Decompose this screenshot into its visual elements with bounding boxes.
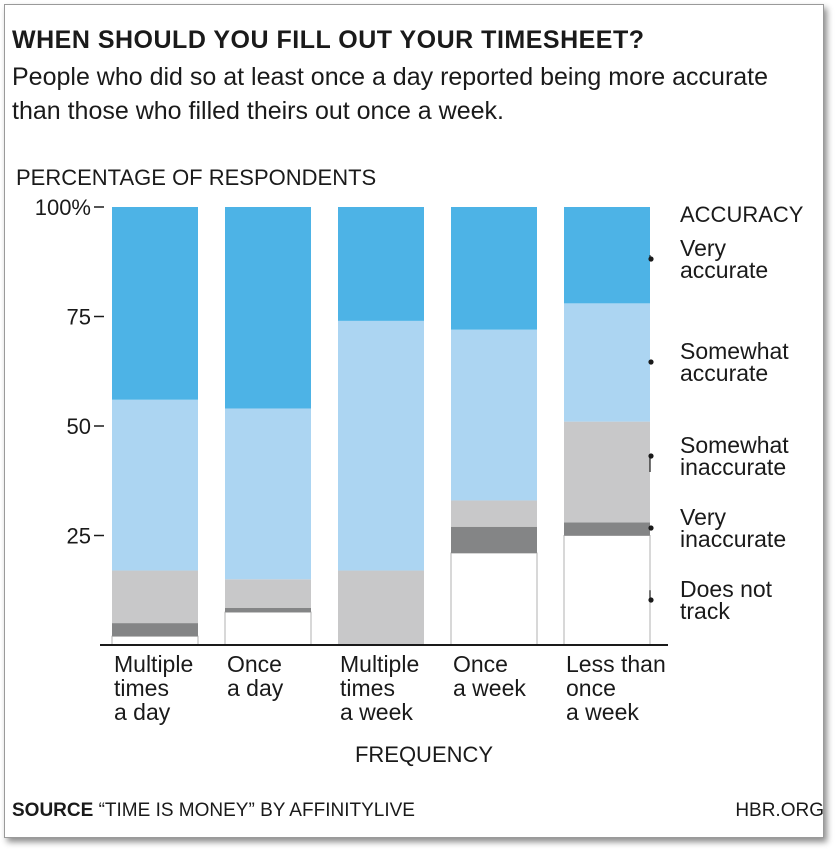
bar-segment-very-inaccurate <box>225 607 311 613</box>
source-line: SOURCE “TIME IS MONEY” BY AFFINITYLIVE <box>12 800 415 822</box>
legend-dot <box>648 525 654 531</box>
bar-segment-does-not-track <box>224 611 312 646</box>
x-axis-title: FREQUENCY <box>355 742 493 767</box>
footer: SOURCE “TIME IS MONEY” BY AFFINITYLIVE H… <box>12 800 824 822</box>
x-tick-label: Less than once a week <box>566 651 666 725</box>
bars <box>100 207 668 646</box>
bar-segment-somewhat-accurate <box>338 320 424 571</box>
y-tick-label: 25 <box>67 524 91 549</box>
legend-entry-somewhat-inaccurate: Somewhat inaccurate <box>648 432 789 480</box>
bar-segment-very-inaccurate <box>451 526 537 554</box>
y-tick-label: 50 <box>67 414 91 439</box>
x-tick-label: Once a week <box>453 651 526 701</box>
legend-dot <box>648 597 654 603</box>
bar-segment-very-accurate <box>225 207 311 409</box>
chart-title: WHEN SHOULD YOU FILL OUT YOUR TIMESHEET? <box>12 26 645 54</box>
bar-segment-very-accurate <box>112 207 198 400</box>
source-text: “TIME IS MONEY” BY AFFINITYLIVE <box>98 800 415 821</box>
legend-label: Somewhat accurate <box>680 338 789 386</box>
chart-subtitle: People who did so at least once a day re… <box>12 63 769 125</box>
legend-label: Somewhat inaccurate <box>680 432 789 480</box>
bar-segment-somewhat-accurate <box>564 303 650 422</box>
x-tick-label: Multiple times a day <box>114 651 193 725</box>
bar-segment-somewhat-accurate <box>451 329 537 501</box>
bar-segment-somewhat-inaccurate <box>564 421 650 523</box>
bar-segment-somewhat-inaccurate <box>451 500 537 527</box>
legend-entry-very-inaccurate: Very inaccurate <box>648 504 786 552</box>
legend-entry-does-not-track: Does not track <box>648 576 773 624</box>
y-axis-title: PERCENTAGE OF RESPONDENTS <box>16 165 376 190</box>
y-tick-label: 75 <box>67 305 91 330</box>
legend-dot <box>648 453 654 459</box>
bar-segment-somewhat-accurate <box>112 399 198 571</box>
legend-dot <box>648 256 654 262</box>
bar-segment-very-inaccurate <box>112 623 198 637</box>
legend-entry-very-accurate: Very accurate <box>648 235 768 283</box>
x-tick-labels: Multiple times a day Once a day Multiple times… <box>114 651 666 725</box>
bar-segment-somewhat-inaccurate <box>112 570 198 624</box>
bar-segment-somewhat-inaccurate <box>338 570 424 645</box>
legend-label: Does not track <box>680 576 773 624</box>
bar-segment-very-inaccurate <box>564 522 650 536</box>
legend: Does not track Very inaccurate Somewhat inacc… <box>648 235 789 624</box>
site-credit: HBR.ORG <box>735 800 824 821</box>
bar-segment-somewhat-inaccurate <box>225 579 311 608</box>
bar-segment-very-accurate <box>338 207 424 321</box>
x-tick-label: Multiple times a week <box>340 651 419 725</box>
bar-segment-very-accurate <box>564 207 650 304</box>
legend-title: ACCURACY <box>680 202 804 227</box>
bar-segment-somewhat-accurate <box>225 408 311 580</box>
y-tick-labels: 25 50 75 100% <box>35 195 104 549</box>
x-tick-label: Once a day <box>227 651 284 701</box>
legend-label: Very inaccurate <box>680 504 786 552</box>
source-label: SOURCE <box>12 800 94 821</box>
legend-label: Very accurate <box>680 235 768 283</box>
legend-entry-somewhat-accurate: Somewhat accurate <box>648 338 789 386</box>
bar-segment-does-not-track <box>450 552 538 646</box>
legend-dot <box>648 359 654 365</box>
bar-segment-very-accurate <box>451 207 537 330</box>
y-tick-label: 100% <box>35 195 91 220</box>
bar-segment-does-not-track <box>563 535 651 646</box>
bar-segment-does-not-track <box>111 635 199 646</box>
